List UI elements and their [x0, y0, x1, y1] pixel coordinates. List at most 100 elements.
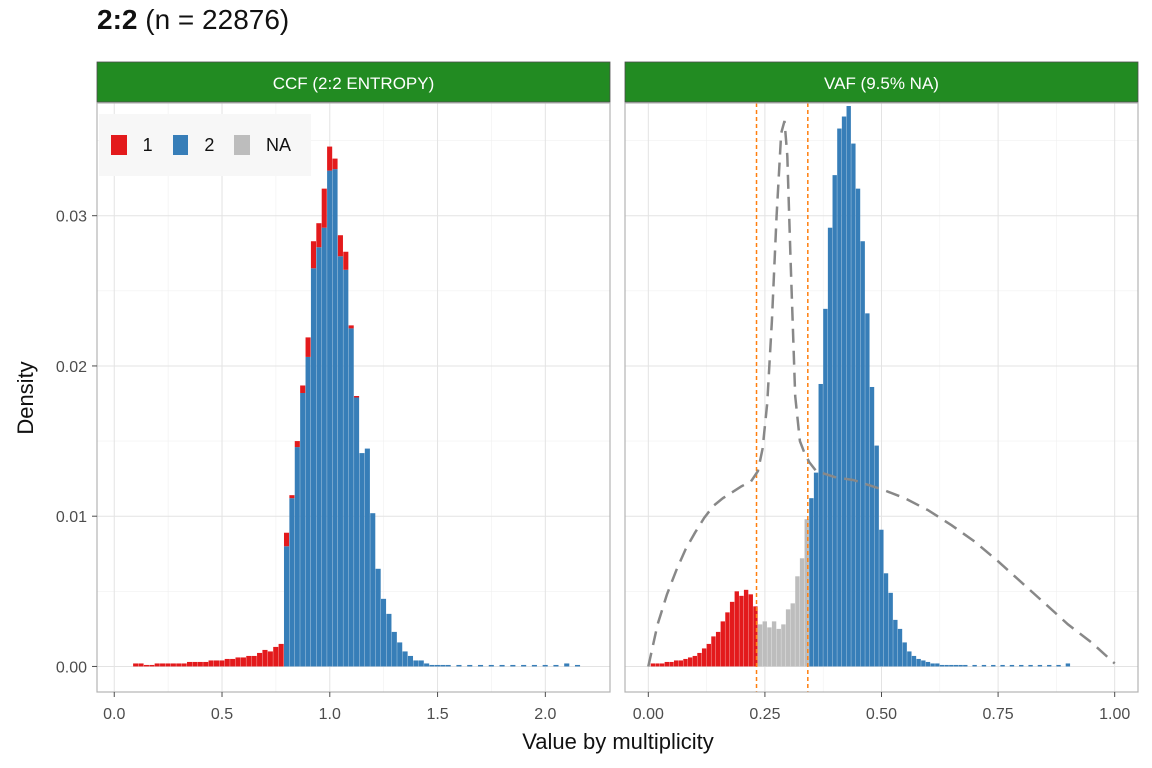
bar-1 — [743, 589, 749, 667]
legend-swatch-1 — [111, 135, 127, 155]
bar-1 — [354, 395, 360, 398]
bar-1 — [650, 663, 656, 667]
bar-na — [790, 603, 795, 667]
bar-2 — [879, 529, 884, 667]
bar-1 — [192, 661, 198, 667]
chart-title: 2:2 (n = 22876) — [97, 4, 289, 36]
bar-2 — [851, 143, 856, 667]
density-curve — [647, 120, 1116, 667]
bar-1 — [327, 146, 333, 171]
bar-2 — [510, 664, 516, 667]
bar-2 — [935, 663, 940, 667]
bar-1 — [186, 661, 193, 667]
bar-1 — [165, 663, 171, 667]
panel-strip-label: VAF (9.5% NA) — [824, 74, 939, 93]
bar-2 — [860, 241, 865, 667]
bar-2 — [865, 313, 870, 667]
chart-title-rest: (n = 22876) — [137, 4, 290, 35]
bar-1 — [133, 663, 139, 667]
bar-na — [799, 558, 805, 667]
bar-2 — [531, 664, 537, 667]
bar-2 — [1037, 664, 1043, 667]
bar-1 — [734, 591, 739, 667]
bar-2 — [813, 472, 819, 667]
bar-2 — [283, 546, 290, 667]
bar-2 — [907, 651, 912, 667]
bar-1 — [664, 661, 670, 667]
bar-1 — [230, 658, 236, 667]
bar-1 — [257, 652, 263, 667]
bar-2 — [883, 573, 889, 667]
bar-2 — [916, 658, 921, 667]
x-tick-label: 0.25 — [749, 706, 780, 723]
bar-na — [762, 621, 767, 667]
x-tick-label: 0.5 — [211, 706, 233, 723]
bar-2 — [1056, 664, 1061, 667]
bar-1 — [673, 660, 679, 667]
bar-1 — [715, 631, 721, 667]
legend-label-1: 1 — [142, 134, 153, 155]
bar-1 — [235, 657, 241, 667]
legend: 1 2 NA — [99, 114, 311, 176]
bar-2 — [348, 328, 354, 667]
x-tick-label: 0.0 — [103, 706, 125, 723]
x-tick-label: 1.00 — [1099, 706, 1130, 723]
bar-1 — [725, 612, 730, 667]
bar-1 — [240, 657, 246, 667]
bar-1 — [701, 648, 707, 667]
bar-1 — [343, 251, 349, 270]
bar-1 — [748, 594, 753, 667]
bar-2 — [1065, 663, 1071, 667]
legend-label-2: 2 — [204, 134, 215, 155]
bar-2 — [963, 664, 968, 667]
bar-2 — [925, 661, 931, 667]
bar-na — [767, 627, 772, 667]
bar-2 — [424, 663, 430, 667]
bar-1 — [316, 223, 322, 248]
bar-1 — [739, 595, 744, 667]
x-axis-title: Value by multiplicity — [522, 729, 714, 754]
panel-strip-label: CCF (2:2 ENTROPY) — [273, 74, 435, 93]
bar-na — [781, 624, 786, 667]
bar-2 — [321, 227, 327, 667]
bar-2 — [1019, 664, 1024, 667]
panel-strip — [96, 61, 611, 103]
bar-1 — [300, 385, 306, 393]
bar-1 — [224, 658, 230, 667]
bar-1 — [711, 636, 716, 667]
bar-2 — [488, 664, 494, 667]
bar-1 — [659, 663, 665, 667]
bar-2 — [930, 663, 935, 667]
bar-2 — [332, 169, 338, 667]
bar-1 — [262, 649, 268, 667]
bar-na — [771, 621, 777, 667]
bar-1 — [154, 663, 160, 667]
bar-1 — [289, 495, 295, 499]
bar-2 — [564, 663, 570, 667]
bar-2 — [972, 664, 977, 667]
bar-1 — [687, 657, 693, 667]
bar-1 — [181, 663, 187, 667]
bar-1 — [170, 663, 176, 667]
bar-1 — [692, 655, 697, 667]
bar-2 — [574, 664, 581, 667]
bar-2 — [1028, 664, 1033, 667]
bar-na — [757, 624, 763, 667]
bar-2 — [888, 592, 893, 667]
x-tick-label: 0.00 — [633, 706, 664, 723]
y-tick-label: 0.03 — [56, 209, 87, 226]
bar-2 — [294, 447, 300, 667]
bar-2 — [921, 660, 926, 667]
bar-1 — [678, 660, 683, 667]
legend-swatch-2 — [172, 135, 189, 155]
x-tick-label: 0.75 — [983, 706, 1014, 723]
bar-1 — [753, 606, 758, 667]
bar-2 — [289, 498, 295, 667]
bar-2 — [434, 664, 440, 667]
bar-1 — [197, 661, 203, 667]
bar-2 — [343, 269, 349, 667]
bar-2 — [1047, 664, 1052, 667]
x-tick-label: 1.5 — [426, 706, 448, 723]
bar-2 — [837, 128, 842, 667]
